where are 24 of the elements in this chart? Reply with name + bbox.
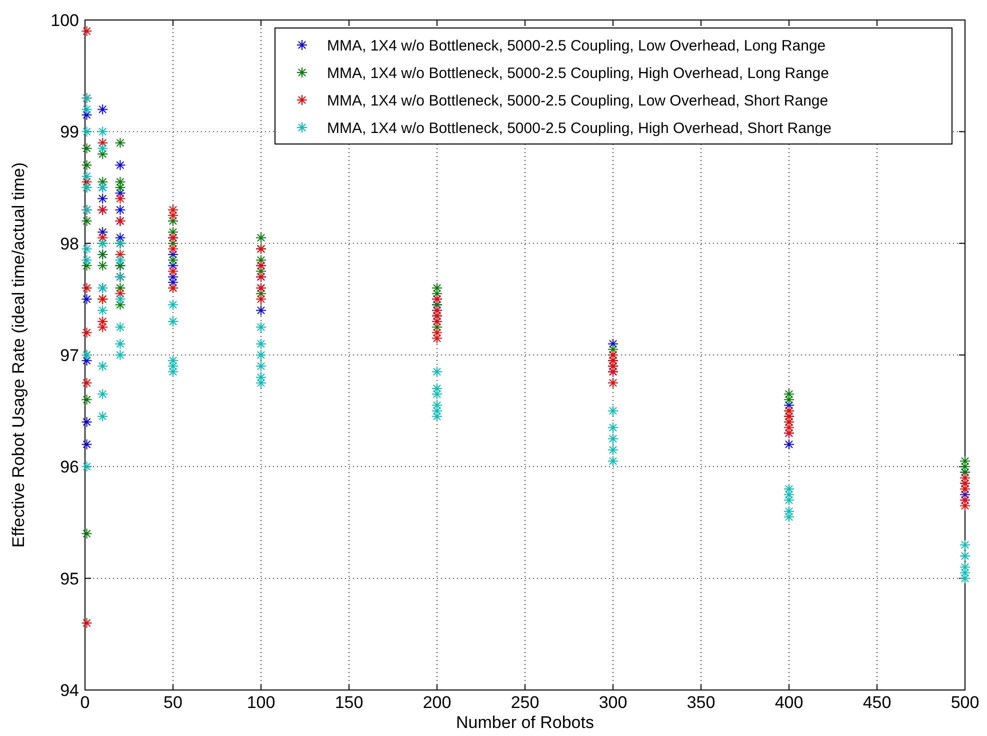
legend-label: MMA, 1X4 w/o Bottleneck, 5000-2.5 Coupling, Low Overhead, Long Range	[327, 37, 826, 54]
x-tick-label: 50	[164, 693, 182, 712]
y-tick-label: 97	[60, 346, 79, 365]
x-tick-label: 300	[598, 693, 628, 712]
x-tick-label: 350	[686, 693, 716, 712]
x-tick-label: 250	[510, 693, 540, 712]
x-tick-label: 450	[862, 693, 892, 712]
x-tick-label: 500	[950, 693, 980, 712]
x-tick-label: 400	[774, 693, 804, 712]
x-axis-title: Number of Robots	[456, 713, 594, 732]
legend-label: MMA, 1X4 w/o Bottleneck, 5000-2.5 Coupling, High Overhead, Long Range	[327, 64, 829, 82]
y-tick-label: 95	[60, 569, 79, 588]
y-tick-label: 98	[60, 234, 79, 254]
x-tick-label: 150	[334, 693, 364, 712]
y-axis-title: Effective Robot Usage Rate (ideal time/actual time)	[9, 162, 28, 548]
y-tick-label: 100	[50, 10, 79, 30]
legend-label: MMA, 1X4 w/o Bottleneck, 5000-2.5 Coupling, High Overhead, Short Range	[327, 120, 832, 137]
x-tick-label: 0	[80, 693, 90, 712]
x-tick-label: 100	[246, 693, 276, 712]
x-tick-label: 200	[422, 693, 452, 712]
y-tick-label: 96	[60, 458, 79, 477]
y-tick-label: 99	[60, 122, 79, 142]
y-tick-label: 94	[60, 680, 79, 700]
legend-label: MMA, 1X4 w/o Bottleneck, 5000-2.5 Coupling, Low Overhead, Short Range	[327, 92, 828, 110]
